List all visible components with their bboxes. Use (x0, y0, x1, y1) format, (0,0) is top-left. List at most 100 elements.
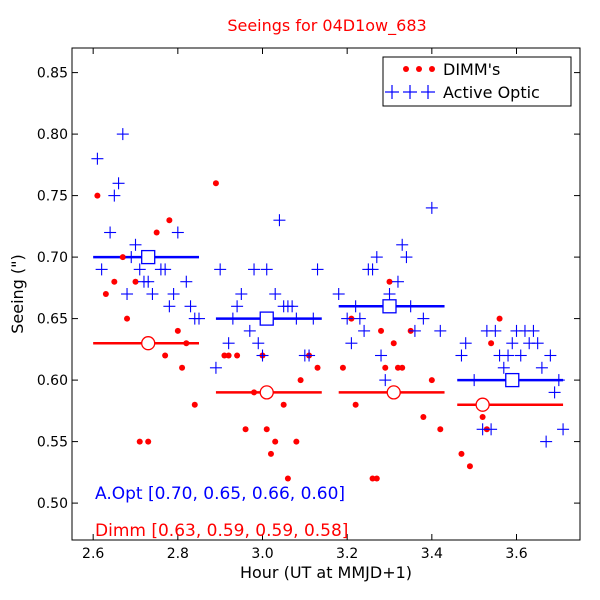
aopt-point-19 (184, 300, 197, 313)
x-tick-label-3: 3.2 (336, 546, 358, 562)
aopt-point-46 (345, 337, 358, 350)
x-tick-label-0: 2.6 (82, 546, 104, 562)
aopt-point-9 (133, 263, 146, 276)
aopt-point-59 (400, 251, 413, 264)
dimm-point-28 (297, 377, 304, 384)
legend-dimm-swatch (403, 66, 435, 72)
aopt-average-marker-0 (141, 249, 156, 265)
dimm-point-48 (479, 414, 486, 420)
dimm-point-47 (466, 463, 473, 470)
aopt-point-18 (180, 275, 193, 288)
aopt-point-29 (248, 263, 261, 276)
y-tick-label-2: 0.60 (37, 373, 68, 389)
dimm-point-43 (420, 414, 427, 420)
legend-label-active-optic: Active Optic (443, 83, 540, 102)
dimm-point-11 (174, 327, 181, 334)
aopt-point-81 (531, 337, 544, 350)
aopt-point-63 (425, 201, 438, 214)
dimm-point-12 (179, 364, 186, 371)
aopt-point-25 (226, 312, 239, 325)
y-tick-label-7: 0.85 (37, 66, 68, 82)
aopt-point-4 (112, 177, 125, 190)
dimm-point-37 (382, 364, 389, 371)
x-axis-ticks: 2.6 2.8 3.0 3.2 3.4 3.6 (82, 48, 528, 562)
aopt-point-8 (129, 238, 142, 251)
aopt-point-45 (341, 312, 354, 325)
aopt-point-49 (358, 324, 371, 337)
dimm-average-marker-0 (141, 336, 156, 351)
dimm-point-0 (94, 192, 101, 199)
x-tick-label-1: 2.8 (167, 546, 189, 562)
dimm-point-16 (221, 352, 228, 359)
aopt-point-15 (163, 300, 176, 313)
dimm-point-3 (119, 254, 126, 261)
aopt-point-60 (404, 300, 417, 313)
aopt-point-52 (370, 251, 383, 264)
dimm-point-39 (390, 340, 397, 347)
x-tick-label-2: 3.0 (251, 546, 273, 562)
active-optic-series (91, 128, 570, 448)
aopt-point-3 (108, 189, 121, 202)
aopt-point-71 (489, 324, 502, 337)
aopt-point-24 (222, 337, 235, 350)
aopt-point-53 (375, 349, 388, 362)
aopt-point-17 (171, 226, 184, 239)
aopt-point-48 (353, 312, 366, 325)
aopt-point-31 (256, 349, 269, 362)
dimm-point-24 (272, 438, 279, 445)
aopt-point-82 (535, 361, 548, 374)
legend-aopt-swatch (385, 85, 435, 99)
aopt-point-44 (332, 288, 345, 300)
legend-label-dimm: DIMM's (443, 60, 500, 79)
aopt-point-0 (91, 152, 104, 165)
aopt-point-7 (125, 251, 138, 264)
legend-box (382, 56, 572, 107)
x-axis-label: Hour (UT at MMJD+1) (240, 563, 412, 582)
dimm-point-23 (267, 450, 274, 457)
dimm-average-marker-1 (259, 385, 274, 400)
aopt-point-51 (366, 263, 379, 276)
dimm-point-18 (234, 352, 241, 359)
aopt-point-75 (506, 337, 519, 350)
dimm-point-17 (225, 352, 232, 359)
dimm-point-10 (166, 217, 173, 224)
y-tick-label-3: 0.65 (37, 312, 68, 328)
aopt-point-23 (214, 263, 227, 276)
aopt-point-14 (159, 263, 172, 276)
aopt-point-11 (142, 275, 155, 288)
average-markers (141, 249, 520, 412)
dimm-point-27 (293, 438, 300, 445)
aopt-point-62 (417, 312, 430, 325)
dimm-point-50 (488, 340, 495, 347)
dimm-point-13 (183, 340, 190, 347)
aopt-point-34 (269, 288, 282, 300)
aopt-point-5 (116, 128, 129, 141)
aopt-point-65 (455, 349, 468, 362)
aopt-point-30 (252, 337, 265, 350)
dimm-point-20 (251, 389, 258, 396)
dimm-point-26 (284, 475, 291, 482)
dimm-point-8 (153, 229, 160, 236)
dimm-point-5 (132, 278, 139, 285)
aopt-point-80 (527, 324, 540, 337)
aopt-point-21 (193, 312, 205, 325)
aopt-point-85 (548, 386, 561, 399)
aopt-point-22 (209, 361, 222, 374)
aopt-point-58 (396, 238, 409, 251)
aopt-point-66 (459, 337, 472, 350)
dimm-point-22 (263, 426, 270, 433)
dimm-point-30 (314, 364, 321, 371)
dimm-point-44 (428, 377, 435, 384)
aopt-point-12 (146, 288, 159, 300)
aopt-point-77 (514, 349, 527, 362)
dimm-point-1 (102, 291, 109, 297)
dimm-point-31 (339, 364, 346, 371)
dimm-point-51 (496, 315, 503, 322)
aopt-point-74 (502, 349, 515, 362)
dimm-point-6 (136, 438, 143, 445)
aopt-point-32 (260, 263, 273, 276)
aopt-point-26 (231, 300, 244, 313)
y-axis-label: Seeing (") (8, 254, 27, 334)
dimm-point-34 (369, 475, 376, 482)
dimm-point-38 (386, 278, 393, 285)
